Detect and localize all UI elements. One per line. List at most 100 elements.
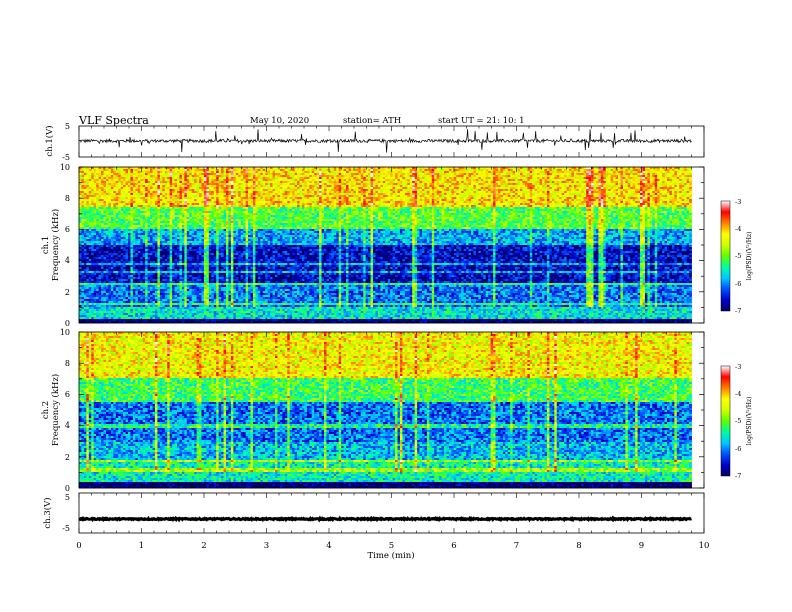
spectrogram-ch1: 10 8 6 4 2 0 ch.1 Frequency (kHz) xyxy=(41,163,705,328)
spectrogram-ch1-cell xyxy=(336,167,340,170)
spectrogram-ch1-cell xyxy=(324,169,327,172)
spectrogram-ch1-cell xyxy=(644,169,648,172)
spectrogram-ch1-cell xyxy=(159,169,163,172)
spectrogram-ch1-cell xyxy=(101,171,104,174)
spectrogram-ch1-cell xyxy=(150,171,153,174)
spectrogram-ch1-cell xyxy=(434,167,438,170)
spectrogram-ch1-cell xyxy=(211,167,215,170)
spectrogram-ch1-cell xyxy=(257,169,261,172)
spectrogram-ch1-cell xyxy=(453,167,457,170)
spectrogram-ch1-cell xyxy=(223,167,227,170)
spectrogram-ch1-cell xyxy=(81,167,85,170)
spectrogram-ch1-cell xyxy=(507,169,511,172)
spectrogram-ch1-cell xyxy=(669,169,673,172)
spectrogram-ch1-cell xyxy=(667,169,670,172)
spectrogram-ch1-cell xyxy=(255,169,259,172)
spectrogram-ch1-cell xyxy=(407,167,411,170)
spectrogram-ch1-cell xyxy=(424,169,428,172)
spectrogram-ch1-cell xyxy=(676,167,680,170)
spectrogram-ch1-cell xyxy=(644,167,648,170)
spectrogram-ch1-cell xyxy=(184,171,188,174)
spectrogram-ch1-cell xyxy=(243,167,246,170)
spectrogram-ch1-cell xyxy=(566,169,570,172)
spectrogram-ch1-cell xyxy=(108,171,112,174)
spectrogram-ch1-cell xyxy=(542,169,545,172)
spectrogram-ch1-cell xyxy=(549,169,553,172)
spectrogram-ch1-cell xyxy=(211,169,215,172)
spectrogram-ch1-cell xyxy=(228,169,232,172)
spectrogram-ch1-cell xyxy=(502,169,506,172)
spectrogram-ch1-cell xyxy=(270,167,273,170)
spectrogram-ch1-cell xyxy=(618,167,621,170)
spectrogram-ch1-cell xyxy=(284,169,288,172)
spectrogram-ch1-cell xyxy=(128,169,131,172)
spectrogram-ch1-cell xyxy=(110,167,114,170)
spectrogram-ch1-cell xyxy=(157,171,161,174)
spectrogram-ch1-cell xyxy=(194,171,197,174)
spectrogram-ch1-cell xyxy=(637,169,641,172)
spectrogram-ch1-cell xyxy=(581,169,585,172)
spectrogram-ch1-cell xyxy=(154,171,158,174)
spectrogram-ch1-cell xyxy=(103,169,107,172)
spectrogram-ch1-cell xyxy=(132,171,136,174)
spectrogram-ch1-cell xyxy=(664,169,668,172)
spectrogram-ch1-cell xyxy=(218,171,222,174)
spectrogram-ch1-cell xyxy=(287,169,291,172)
spectrogram-ch1-cell xyxy=(583,169,587,172)
spectrogram-ch1-cell xyxy=(551,169,555,172)
spectrogram-ch1-cell xyxy=(223,171,227,174)
spectrogram-ch1-cell xyxy=(456,169,460,172)
spectrogram-ch1-cell xyxy=(370,167,374,170)
spectrogram-ch1-cell xyxy=(471,167,474,170)
spectrogram-ch1-cell xyxy=(466,169,469,172)
spectrogram-ch1-cell xyxy=(150,167,153,170)
spectrogram-ch1-cell xyxy=(671,169,675,172)
spectrogram-ch1-cell xyxy=(123,169,126,172)
spectrogram-ch1-cell xyxy=(103,171,107,174)
spectrogram-ch1-cell xyxy=(358,167,362,170)
spectrogram-ch1-cell xyxy=(451,167,455,170)
spectrogram-ch1-cell xyxy=(250,171,254,174)
spectrogram-ch1-cell xyxy=(189,171,193,174)
spectrogram-ch1-cell xyxy=(475,169,479,172)
spectrogram-ch1-cell xyxy=(610,169,614,172)
spectrogram-ch1-cell xyxy=(208,171,212,174)
spectrogram-ch1-cell xyxy=(622,169,626,172)
spectrogram-ch1-cell xyxy=(213,167,217,170)
spectrogram-ch1-cell xyxy=(341,167,344,170)
spectrogram-ch1-cell xyxy=(341,169,344,172)
spectrogram-ch1-cell xyxy=(91,171,95,174)
spectrogram-ch1-cell xyxy=(164,169,168,172)
spectrogram-ch1-cell xyxy=(201,171,205,174)
spectrogram-ch1-cell xyxy=(598,167,602,170)
spectrogram-ch1-cell xyxy=(299,169,303,172)
spectrogram-ch1-cell xyxy=(439,167,442,170)
spectrogram-ch1-cell xyxy=(213,169,217,172)
spectrogram-ch1-cell xyxy=(598,169,602,172)
spectrogram-ch1-cell xyxy=(368,169,371,172)
spectrogram-ch1-cell xyxy=(145,169,148,172)
spectrogram-ch1-cell xyxy=(93,171,97,174)
spectrogram-ch1-cell xyxy=(184,167,188,170)
spectrogram-ch1-cell xyxy=(331,167,335,170)
spectrogram-ch1-cell xyxy=(412,169,416,172)
spectrogram-ch1-cell xyxy=(294,169,298,172)
spectrogram-ch1-cells xyxy=(79,167,704,324)
spectrogram-ch1-cell xyxy=(475,167,479,170)
spectrogram-ch1-cell xyxy=(113,167,117,170)
spectrogram-ch1-cell xyxy=(115,171,119,174)
spectrogram-ch1-cell xyxy=(659,169,663,172)
spectrogram-ch1-cell xyxy=(510,169,514,172)
spectrogram-ch1-cell xyxy=(581,167,585,170)
spectrogram-ch1-cell xyxy=(292,167,295,170)
spectrogram-ch1-cell xyxy=(608,167,612,170)
spectrogram-ch1-cell xyxy=(471,169,474,172)
spectrogram-ch1-cell xyxy=(98,169,102,172)
spectrogram-ch1-cell xyxy=(152,169,156,172)
spectrogram-ch1-cell xyxy=(539,167,543,170)
spectrogram-ch1-cell xyxy=(370,171,374,174)
spectrogram-ch1-cell xyxy=(167,171,171,174)
spectrogram-ch1-cell xyxy=(473,169,477,172)
spectrogram-ch1-cell xyxy=(79,171,82,174)
spectrogram-ch1-cell xyxy=(610,167,614,170)
